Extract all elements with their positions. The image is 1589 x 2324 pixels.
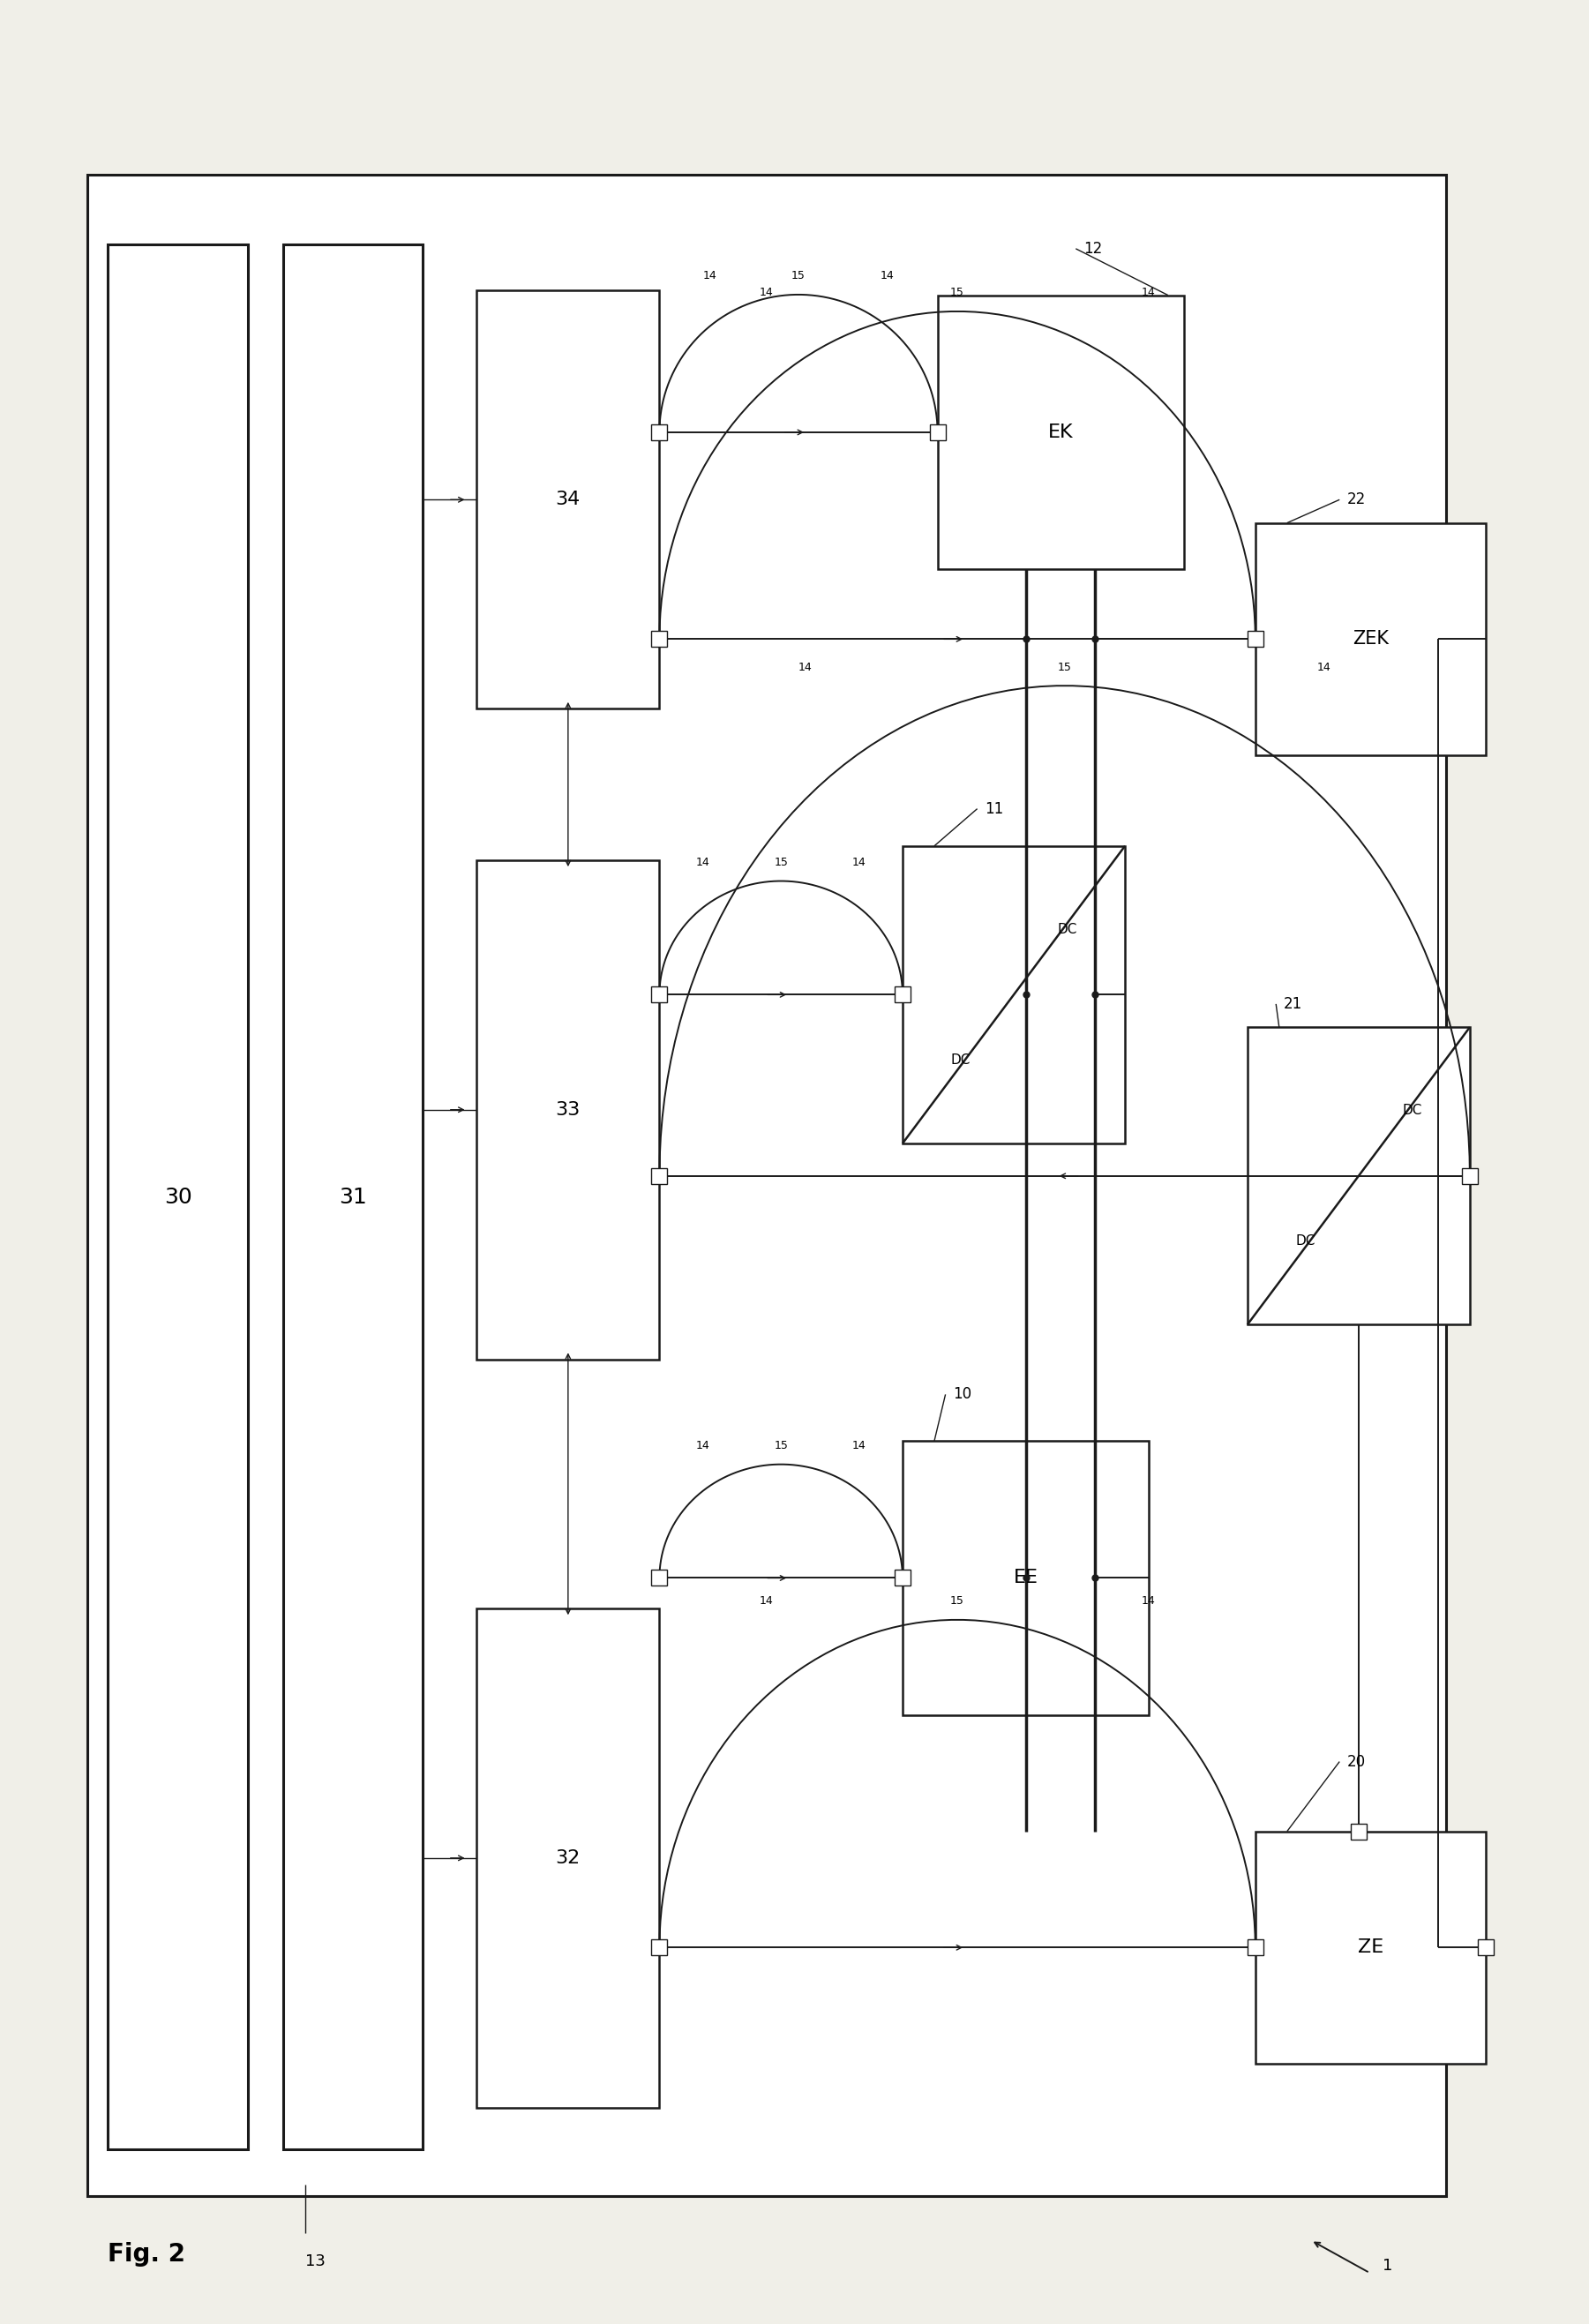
Text: 30: 30 [164, 1185, 192, 1208]
Bar [1255, 1831, 1486, 2064]
Bar [1247, 632, 1263, 646]
Bar [477, 290, 659, 709]
Bar [651, 425, 667, 439]
Text: 32: 32 [556, 1850, 580, 1866]
Text: 14: 14 [1141, 288, 1155, 297]
Bar [651, 1571, 667, 1585]
Bar [651, 1169, 667, 1183]
Text: 14: 14 [760, 1597, 774, 1606]
Text: DC: DC [1057, 923, 1077, 937]
Text: 15: 15 [1058, 662, 1071, 672]
Text: ZE: ZE [1357, 1938, 1384, 1957]
Text: 14: 14 [798, 662, 812, 672]
Text: 14: 14 [852, 858, 866, 869]
Bar [651, 988, 667, 1002]
Text: EK: EK [1049, 423, 1073, 442]
Text: 33: 33 [556, 1102, 580, 1118]
Text: 31: 31 [338, 1185, 367, 1208]
Text: 14: 14 [1141, 1597, 1155, 1606]
Bar [1478, 1941, 1494, 1954]
Bar [895, 1571, 910, 1585]
Bar [651, 1941, 667, 1954]
Text: 14: 14 [1317, 662, 1332, 672]
Text: 15: 15 [791, 270, 806, 281]
Text: Fig. 2: Fig. 2 [108, 2243, 186, 2266]
Bar [903, 846, 1125, 1143]
Text: 14: 14 [852, 1441, 866, 1452]
Bar [87, 174, 1446, 2196]
Text: EE: EE [1014, 1569, 1038, 1587]
Bar [895, 988, 910, 1002]
Bar [651, 632, 667, 646]
Text: 11: 11 [985, 802, 1004, 816]
Bar [477, 860, 659, 1360]
Text: 15: 15 [950, 1597, 965, 1606]
Text: 21: 21 [1284, 997, 1303, 1011]
Text: 22: 22 [1347, 493, 1367, 507]
Bar [1351, 1824, 1367, 1838]
Bar [108, 244, 248, 2150]
Bar [930, 425, 945, 439]
Text: 13: 13 [305, 2254, 326, 2268]
Bar [477, 1608, 659, 2108]
Text: 10: 10 [953, 1387, 972, 1401]
Text: 1: 1 [1382, 2259, 1392, 2273]
Text: 20: 20 [1347, 1755, 1367, 1769]
Bar [1247, 1941, 1263, 1954]
Bar [1462, 1169, 1478, 1183]
Text: 14: 14 [696, 858, 710, 869]
Text: 15: 15 [950, 288, 965, 297]
Bar [938, 295, 1184, 569]
Text: DC: DC [950, 1053, 971, 1067]
Text: 14: 14 [702, 270, 717, 281]
Text: 14: 14 [696, 1441, 710, 1452]
Text: 12: 12 [1084, 242, 1103, 256]
Bar [283, 244, 423, 2150]
Text: 14: 14 [880, 270, 895, 281]
Text: DC: DC [1295, 1234, 1316, 1248]
Bar [1255, 523, 1486, 755]
Text: ZEK: ZEK [1352, 630, 1389, 648]
Text: 34: 34 [556, 490, 580, 509]
Bar [1247, 1027, 1470, 1325]
Text: 15: 15 [774, 858, 788, 869]
Text: 14: 14 [760, 288, 774, 297]
Text: DC: DC [1401, 1104, 1422, 1118]
Bar [903, 1441, 1149, 1715]
Text: 15: 15 [774, 1441, 788, 1452]
